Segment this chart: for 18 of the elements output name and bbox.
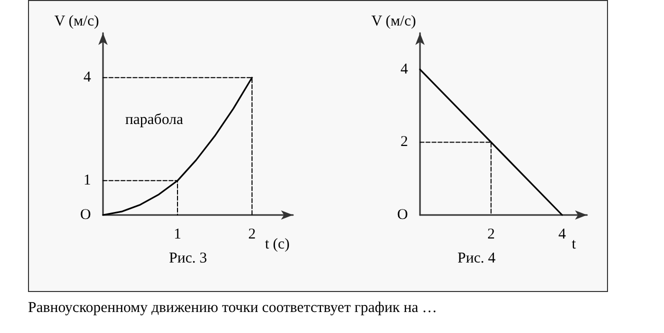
x-tick-label: 1 (174, 226, 182, 242)
text: Рис. 3 (168, 250, 208, 266)
y-tick-label: 4 (400, 61, 408, 78)
x-tick-label: 2 (248, 226, 256, 242)
x-tick-label: 4 (558, 226, 566, 242)
y-axis-title: V (м/с) (371, 14, 416, 30)
text: Рис. 4 (457, 250, 496, 266)
y-axis-title: V (м/с) (54, 14, 99, 30)
x-axis-title: t (с) (265, 236, 290, 252)
series-label: парабола (125, 112, 184, 128)
y-tick-label: O (397, 207, 408, 223)
text: Равноускоренному движению точки соответствует график на … (28, 300, 438, 317)
y-tick-label: 2 (400, 134, 408, 150)
y-tick-label: 1 (84, 172, 91, 189)
x-tick-label: 2 (487, 226, 495, 242)
y-tick-label: 4 (84, 70, 92, 86)
y-tick-label: O (80, 207, 92, 223)
x-axis-title: t (572, 236, 577, 252)
